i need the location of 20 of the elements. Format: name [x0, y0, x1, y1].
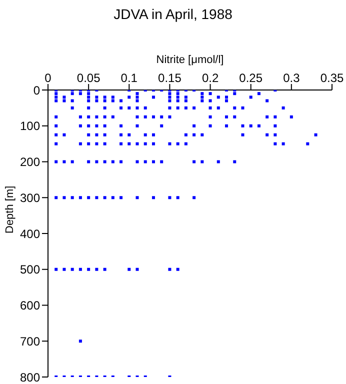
y-tick-label: 100 [20, 119, 40, 134]
y-tick-label: 200 [20, 155, 40, 170]
x-tick-label: 0.15 [158, 71, 182, 85]
y-tick-label: 300 [20, 190, 40, 205]
x-axis-title: Nitrite [μmol/l] [156, 54, 224, 66]
y-tick-label: 0 [33, 83, 40, 98]
y-tick-label: 800 [20, 370, 40, 384]
x-tick-label: 0.05 [76, 71, 101, 85]
y-tick-label: 600 [20, 298, 40, 313]
x-tick-label: 0.3 [283, 71, 300, 85]
y-tick-label: 400 [20, 226, 40, 241]
y-axis-title: Depth [m] [4, 186, 16, 234]
x-tick-label: 0.2 [202, 71, 219, 85]
chart-title: JDVA in April, 1988 [112, 6, 234, 22]
y-tick-label: 700 [20, 334, 40, 348]
x-tick-label: 0 [44, 71, 52, 85]
x-tick-label: 0.1 [120, 71, 138, 85]
x-tick-label: 0.35 [320, 71, 344, 85]
x-tick-label: 0.25 [239, 71, 263, 85]
y-tick-label: 500 [20, 262, 40, 277]
